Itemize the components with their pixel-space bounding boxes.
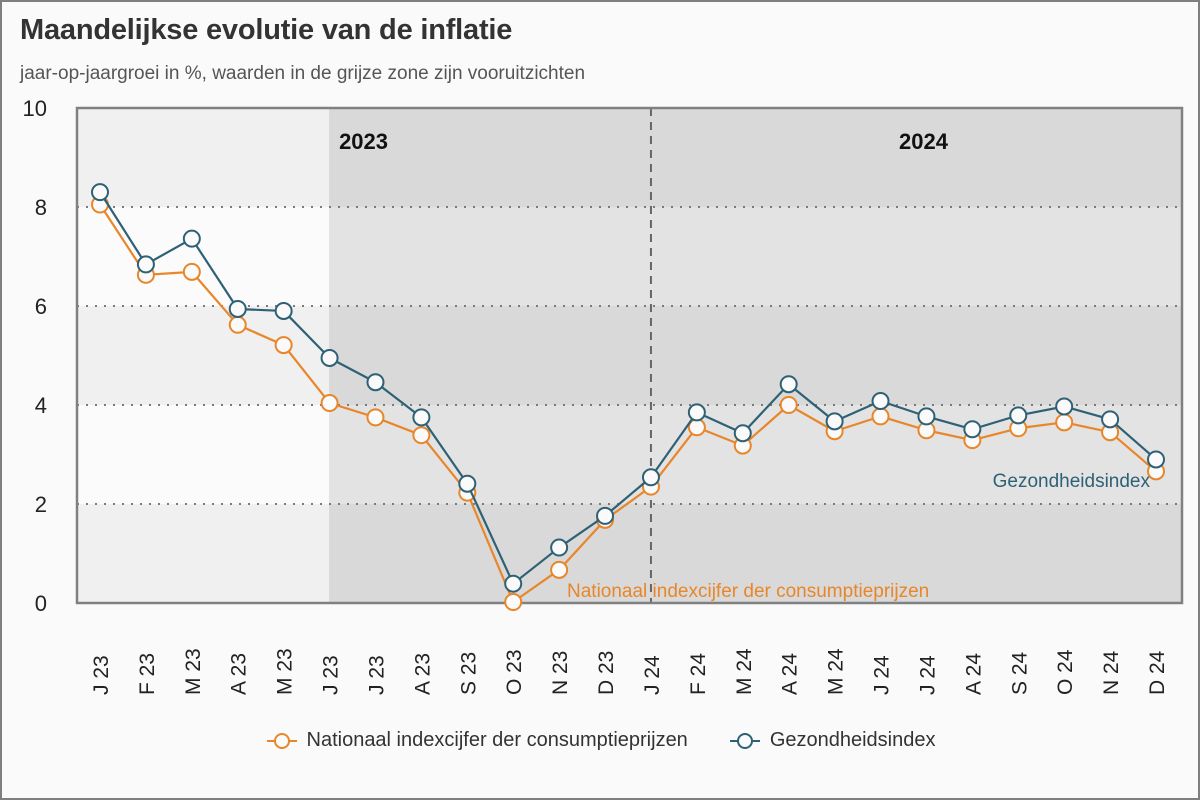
legend-item-nationaal[interactable]: Nationaal indexcijfer der consumptieprij… — [265, 729, 688, 752]
data-point — [917, 407, 936, 426]
data-point — [779, 396, 798, 414]
x-tick-label: D 23 — [595, 651, 618, 695]
y-tick-label: 6 — [35, 294, 47, 319]
data-point — [687, 403, 706, 422]
data-point — [504, 574, 523, 593]
y-tick-label: 2 — [35, 492, 47, 517]
data-point — [779, 375, 798, 394]
year-label-2024: 2024 — [899, 129, 949, 154]
x-tick-label: A 23 — [228, 653, 251, 695]
x-tick-label: A 23 — [411, 653, 434, 695]
data-point — [274, 301, 293, 320]
inline-label-gezondheidsindex: Gezondheidsindex — [993, 471, 1151, 492]
y-tick-label: 4 — [35, 393, 47, 418]
x-tick-label: M 24 — [825, 648, 848, 695]
data-point — [228, 299, 247, 318]
data-point — [228, 315, 247, 334]
x-tick-label: J 24 — [641, 655, 664, 695]
x-tick-label: S 24 — [1008, 651, 1031, 695]
data-point — [320, 348, 339, 367]
x-tick-label: M 24 — [733, 648, 756, 695]
data-point — [733, 424, 752, 443]
x-tick-label: N 23 — [549, 651, 572, 695]
legend-label-gezondheidsindex: Gezondheidsindex — [769, 729, 936, 751]
y-tick-label: 10 — [23, 96, 47, 121]
data-point — [1055, 413, 1074, 432]
x-tick-label: O 24 — [1054, 649, 1077, 695]
x-tick-label: D 24 — [1146, 650, 1169, 695]
data-point — [458, 474, 477, 493]
y-axis: 0 2 4 6 8 10 — [23, 96, 47, 616]
x-tick-label: M 23 — [274, 648, 297, 695]
band-forecast — [329, 504, 1183, 603]
data-point — [182, 229, 201, 248]
data-point — [596, 506, 615, 525]
data-point — [366, 408, 385, 427]
band-forecast — [329, 207, 1183, 306]
data-point — [871, 407, 890, 426]
y-tick-label: 8 — [35, 195, 47, 220]
series-gezondheidsindex — [91, 183, 1165, 593]
band-forecast — [329, 108, 1183, 207]
plot-border — [75, 106, 1184, 605]
data-point — [412, 408, 431, 427]
data-point — [274, 336, 293, 355]
x-tick-label: M 23 — [182, 648, 205, 695]
x-tick-label: J 24 — [916, 655, 939, 695]
series — [91, 183, 1165, 612]
data-point — [1009, 406, 1028, 425]
x-tick-label: A 24 — [779, 653, 802, 695]
band-actual — [77, 306, 330, 405]
data-point — [136, 255, 155, 274]
legend-marker-teal-icon — [729, 732, 760, 749]
plot-background — [77, 108, 1183, 603]
band-forecast — [329, 306, 1183, 405]
x-tick-label: O 23 — [503, 649, 526, 695]
legend: Nationaal indexcijfer der consumptieprij… — [0, 729, 1200, 752]
x-tick-label: J 23 — [320, 655, 343, 695]
data-point — [91, 183, 109, 202]
x-tick-label: F 24 — [687, 653, 710, 695]
y-tick-label: 0 — [35, 591, 47, 616]
x-tick-label: F 23 — [136, 653, 159, 695]
data-point — [504, 593, 523, 612]
x-tick-label: N 24 — [1100, 650, 1123, 695]
legend-label-nationaal: Nationaal indexcijfer der consumptieprij… — [306, 729, 688, 751]
legend-marker-orange-icon — [266, 732, 297, 749]
x-tick-label: S 23 — [457, 652, 480, 695]
legend-item-gezondheidsindex[interactable]: Gezondheidsindex — [728, 729, 936, 752]
x-tick-label: J 23 — [90, 655, 113, 695]
x-tick-label: J 23 — [365, 655, 388, 695]
data-point — [1055, 397, 1074, 416]
chart-title: Maandelijkse evolutie van de inflatie — [20, 14, 513, 46]
data-point — [550, 538, 569, 557]
band-actual — [77, 108, 330, 207]
chart-subtitle: jaar-op-jaargroei in %, waarden in de gr… — [20, 63, 586, 84]
data-point — [963, 420, 982, 439]
band-actual — [77, 504, 330, 603]
year-label-2023: 2023 — [339, 129, 388, 154]
x-tick-label: J 24 — [871, 655, 894, 695]
data-point — [871, 392, 890, 411]
data-point — [412, 426, 431, 445]
data-point — [320, 394, 339, 413]
inline-label-nationaal: Nationaal indexcijfer der consumptieprij… — [567, 581, 929, 602]
data-point — [550, 560, 569, 579]
data-point — [825, 412, 844, 431]
x-tick-label: A 24 — [962, 653, 985, 695]
data-point — [366, 373, 385, 392]
data-point — [1147, 450, 1165, 469]
band-actual — [77, 405, 330, 504]
data-point — [182, 262, 201, 281]
data-point — [641, 468, 660, 487]
data-point — [1101, 410, 1120, 429]
x-axis: J 23 F 23 M 23 A 23 M 23 J 23 J 23 A 23 S 23 O 23… — [90, 648, 1169, 695]
